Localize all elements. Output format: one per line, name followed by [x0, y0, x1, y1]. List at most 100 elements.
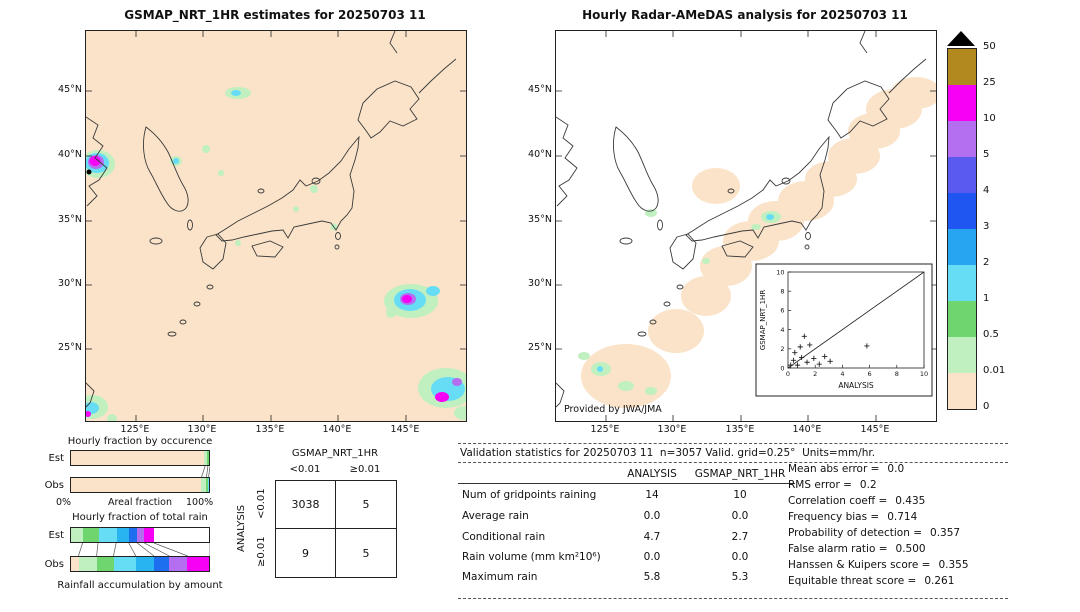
areal-fraction-0: 0%: [56, 497, 72, 508]
areal-fraction-100: 100%: [186, 497, 214, 508]
colorbar-segment: [948, 193, 976, 229]
stat-analysis: 4.7: [643, 531, 661, 543]
radar-map-figure: 00 2 2 4 4 6 6 8 8 10 10 ANALYSIS GSMAP_NRT_1HR Pr…: [556, 31, 936, 421]
divider-dashed-mid: [458, 462, 1008, 463]
contingency-cell-11: 5: [362, 546, 370, 560]
bar-segment: [83, 528, 99, 542]
stat-label: Num of gridpoints raining: [462, 489, 597, 501]
axis-ticks: [86, 31, 466, 421]
validation-row: Maximum rain 5.8 5.3: [462, 571, 802, 583]
lat-tick-label: 30°N: [58, 278, 82, 289]
validation-row: Num of gridpoints raining 14 10: [462, 489, 802, 501]
contingency-cell-10: 9: [276, 529, 336, 577]
score-row: Probability of detection = 0.357: [788, 527, 960, 539]
colorbar-segment: [948, 301, 976, 337]
svg-text:6: 6: [780, 307, 784, 315]
score-row: Equitable threat score = 0.261: [788, 575, 954, 587]
contingency-cell-01: 5: [336, 481, 396, 529]
score-row: Hanssen & Kuipers score = 0.355: [788, 559, 969, 571]
bar-segment: [135, 557, 154, 571]
contingency-col-label-lt: <0.01: [289, 464, 321, 475]
bar-segment: [71, 557, 80, 571]
bar-segment: [200, 478, 206, 492]
bar-segment: [97, 557, 114, 571]
one-to-one-line: [787, 271, 925, 369]
score-label: Hanssen & Kuipers score =: [788, 559, 931, 571]
contingency-col-group: GSMAP_NRT_1HR: [291, 448, 379, 459]
divider-dashed-bottom: [458, 598, 1008, 599]
score-label: RMS error =: [788, 479, 852, 491]
svg-text:2: 2: [813, 370, 817, 378]
lon-tick-label: 135°E: [255, 424, 285, 435]
occurrence-est-bar: [70, 450, 210, 466]
lat-tick-label: 30°N: [528, 278, 552, 289]
stat-analysis: 5.8: [643, 571, 661, 583]
totalrain-obs-label: Obs: [44, 559, 64, 570]
colorbar-segment: [948, 49, 976, 85]
left-map-title: GSMAP_NRT_1HR estimates for 20250703 11: [124, 8, 426, 22]
lon-tick-label: 135°E: [725, 424, 755, 435]
stat-gsmap: 2.7: [731, 531, 749, 543]
colorbar-tick-label: 5: [983, 149, 990, 160]
stat-gsmap: 10: [733, 489, 747, 501]
svg-text:6: 6: [868, 370, 872, 378]
colorbar-tick-label: 4: [983, 185, 990, 196]
validation-col-gsmap: GSMAP_NRT_1HR: [694, 468, 786, 480]
lat-tick-label: 40°N: [528, 149, 552, 160]
colorbar-tick-label: 25: [983, 77, 996, 88]
inset-ylabel: GSMAP_NRT_1HR: [759, 290, 767, 351]
header-underline: [458, 483, 795, 484]
svg-text:0: 0: [780, 364, 784, 372]
right-map-title: Hourly Radar-AMeDAS analysis for 2025070…: [582, 8, 908, 22]
scatter-inset: 00 2 2 4 4 6 6 8 8 10 10 ANALYSIS GSMAP_NRT_1HR: [755, 263, 933, 397]
score-label: Frequency bias =: [788, 511, 880, 523]
colorbar-tick-label: 0.01: [983, 365, 1006, 376]
colorbar-tick-label: 1: [983, 293, 990, 304]
score-label: Correlation coeff =: [788, 495, 888, 507]
radar-rain-blobs: [578, 77, 936, 408]
svg-text:0: 0: [786, 370, 790, 378]
inset-xlabel: ANALYSIS: [838, 381, 874, 390]
stat-label: Maximum rain: [462, 571, 538, 583]
svg-text:8: 8: [780, 288, 784, 296]
accumulation-label: Rainfall accumulation by amount: [57, 580, 223, 591]
colorbar-segment: [948, 157, 976, 193]
bar-segment: [137, 528, 145, 542]
stat-analysis: 0.0: [643, 551, 661, 563]
colorbar-tick-label: 3: [983, 221, 990, 232]
score-value: 0.355: [938, 559, 969, 571]
totalrain-obs-bar: [70, 556, 210, 572]
lat-tick-label: 25°N: [528, 342, 552, 353]
bar-segment: [71, 451, 205, 465]
bar-segment: [153, 557, 169, 571]
gsmap-map-figure: [86, 31, 466, 421]
svg-text:4: 4: [840, 370, 844, 378]
validation-row: Rain volume (mm km²10⁶) 0.0 0.0: [462, 551, 802, 563]
totalrain-connectors: [78, 543, 210, 556]
bar-segment: [207, 478, 209, 492]
bar-segment: [79, 557, 98, 571]
score-label: Mean abs error =: [788, 463, 880, 475]
score-row: RMS error = 0.2: [788, 479, 877, 491]
bar-segment: [206, 451, 209, 465]
stat-analysis: 14: [645, 489, 659, 501]
contingency-col-label-ge: ≥0.01: [349, 464, 381, 475]
lat-tick-label: 35°N: [528, 214, 552, 225]
colorbar-segment: [948, 265, 976, 301]
divider-dashed-top: [458, 443, 1008, 444]
validation-row: Average rain 0.0 0.0: [462, 510, 802, 522]
totalrain-title: Hourly fraction of total rain: [72, 512, 208, 523]
credit-text: Provided by JWA/JMA: [564, 404, 662, 415]
score-row: Mean abs error = 0.0: [788, 463, 904, 475]
colorbar-tick-label: 2: [983, 257, 990, 268]
bar-segment: [98, 528, 117, 542]
score-row: Frequency bias = 0.714: [788, 511, 917, 523]
colorbar-labels: 50 25 10 5 4 3 2 1 0.5 0.01 0: [983, 41, 1017, 412]
contingency-table: 3038 5 9 5: [275, 480, 397, 578]
totalrain-est-label: Est: [48, 530, 64, 541]
stat-gsmap: 5.3: [731, 571, 749, 583]
lat-tick-label: 45°N: [528, 84, 552, 95]
colorbar-segment: [948, 337, 976, 373]
occurrence-est-label: Est: [48, 453, 64, 464]
